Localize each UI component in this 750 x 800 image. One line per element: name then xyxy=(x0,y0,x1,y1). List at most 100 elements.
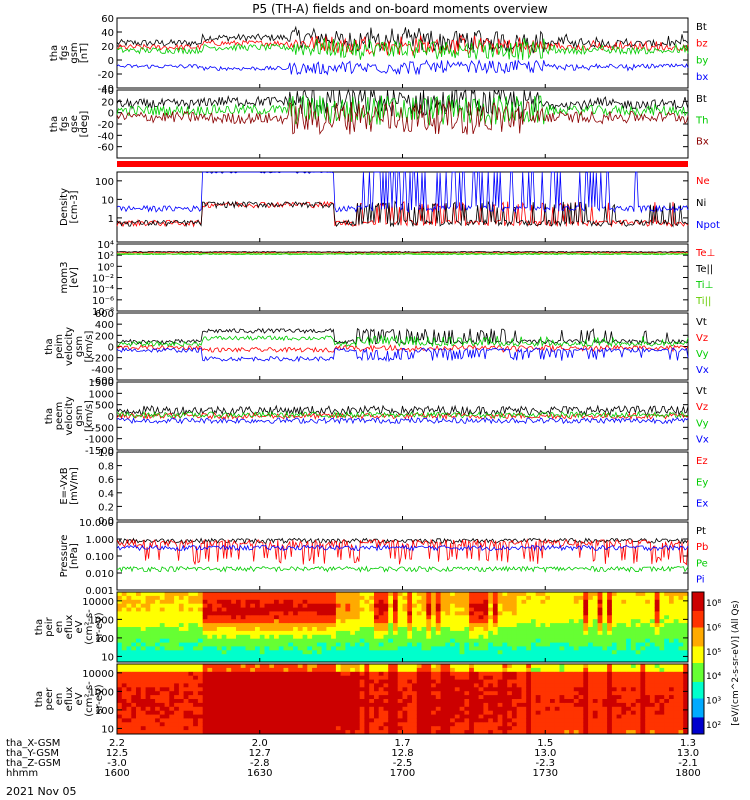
heatmap-cell xyxy=(212,679,218,684)
heatmap-cell xyxy=(588,679,594,684)
heatmap-cell xyxy=(136,595,142,601)
heatmap-cell xyxy=(569,702,575,708)
heatmap-cell xyxy=(169,646,175,651)
heatmap-cell xyxy=(550,654,556,659)
heatmap-cell xyxy=(136,611,142,616)
heatmap-cell xyxy=(435,730,441,735)
heatmap-cell xyxy=(269,627,275,632)
heatmap-cell xyxy=(164,695,170,700)
heatmap-cell xyxy=(207,650,213,655)
heatmap-cell xyxy=(611,638,618,643)
heatmap-cell xyxy=(312,623,318,628)
colorbar-cell xyxy=(692,677,704,681)
heatmap-cell xyxy=(202,611,208,616)
heatmap-cell xyxy=(531,667,537,673)
heatmap-cell xyxy=(255,654,261,659)
heatmap-cell xyxy=(459,702,465,708)
heatmap-cell xyxy=(302,638,308,643)
heatmap-cell xyxy=(145,683,151,688)
heatmap-cell xyxy=(573,615,579,620)
heatmap-cell xyxy=(488,683,494,688)
heatmap-cell xyxy=(678,675,684,680)
heatmap-cell xyxy=(640,595,646,601)
y-tick-label: -400 xyxy=(91,365,114,376)
heatmap-cell xyxy=(169,679,175,684)
heatmap-cell xyxy=(483,658,489,663)
heatmap-cell xyxy=(350,615,356,620)
heatmap-cell xyxy=(274,695,280,700)
heatmap-cell xyxy=(640,664,646,669)
heatmap-cell xyxy=(678,603,684,608)
heatmap-cell xyxy=(274,638,280,643)
heatmap-cell xyxy=(431,630,437,636)
heatmap-cell xyxy=(117,611,123,616)
heatmap-cell xyxy=(364,664,370,669)
heatmap-cell xyxy=(159,679,165,684)
heatmap-cell xyxy=(678,718,684,723)
heatmap-cell xyxy=(374,611,380,616)
heatmap-cell xyxy=(197,667,204,673)
heatmap-cell xyxy=(364,671,370,677)
heatmap-cell xyxy=(630,683,637,688)
heatmap-cell xyxy=(283,667,289,673)
heatmap-cell xyxy=(635,702,641,708)
colorbar-cell xyxy=(692,646,704,650)
heatmap-cell xyxy=(678,599,684,605)
heatmap-cell xyxy=(250,623,256,628)
heatmap-cell xyxy=(297,702,303,708)
heatmap-cell xyxy=(174,675,180,680)
ephemeris-value: 12.8 xyxy=(391,748,413,759)
y-tick-label: 20 xyxy=(101,42,114,53)
heatmap-cell xyxy=(516,595,522,601)
heatmap-cell xyxy=(554,710,560,715)
heatmap-cell xyxy=(283,658,289,663)
heatmap-cell xyxy=(397,599,403,605)
heatmap-cell xyxy=(478,679,484,684)
heatmap-cell xyxy=(412,683,418,688)
heatmap-cell xyxy=(369,630,375,636)
heatmap-cell xyxy=(473,642,480,647)
y-axis-label: gse xyxy=(69,115,80,133)
heatmap-cell xyxy=(516,726,522,731)
heatmap-cell xyxy=(511,615,518,620)
heatmap-cell xyxy=(345,654,351,659)
mode-flag-bar xyxy=(117,161,688,167)
heatmap-cell xyxy=(202,718,208,723)
heatmap-cell xyxy=(459,634,465,640)
heatmap-cell xyxy=(611,726,618,731)
heatmap-cell xyxy=(326,699,332,704)
heatmap-cell xyxy=(673,718,679,723)
heatmap-cell xyxy=(388,615,394,620)
heatmap-cell xyxy=(531,592,537,597)
heatmap-cell xyxy=(535,603,541,608)
heatmap-cell xyxy=(521,658,527,663)
heatmap-cell xyxy=(450,671,456,677)
heatmap-cell xyxy=(683,642,689,647)
heatmap-cell xyxy=(607,611,613,616)
heatmap-cell xyxy=(478,664,484,669)
heatmap-cell xyxy=(321,611,327,616)
heatmap-cell xyxy=(678,702,684,708)
heatmap-cell xyxy=(145,671,151,677)
heatmap-cell xyxy=(250,695,256,700)
colorbar-cell xyxy=(692,689,704,692)
heatmap-cell xyxy=(435,714,441,719)
heatmap-cell xyxy=(421,699,427,704)
heatmap-cell xyxy=(117,658,123,663)
heatmap-cell xyxy=(649,607,656,612)
y-axis-label: (cm²-s- xyxy=(84,681,95,717)
heatmap-cell xyxy=(673,599,679,605)
heatmap-cell xyxy=(155,650,161,655)
heatmap-cell xyxy=(445,675,451,680)
heatmap-cell xyxy=(383,675,389,680)
heatmap-cell xyxy=(188,726,194,731)
heatmap-cell xyxy=(478,658,484,663)
heatmap-cell xyxy=(183,710,189,715)
colorbar-cell xyxy=(692,660,704,664)
heatmap-cell xyxy=(159,722,165,727)
heatmap-cell xyxy=(307,646,313,651)
heatmap-cell xyxy=(521,638,527,643)
heatmap-cell xyxy=(255,710,261,715)
heatmap-cell xyxy=(359,726,365,731)
